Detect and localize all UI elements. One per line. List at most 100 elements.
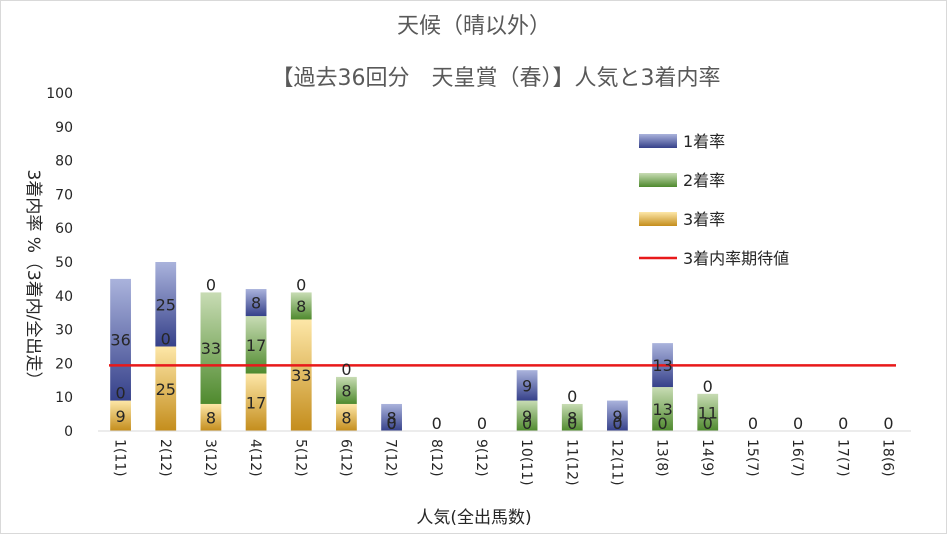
y-tick-label: 80 [55,154,73,170]
data-label: 0 [386,414,396,433]
data-label: 0 [703,414,713,433]
data-label: 25 [156,380,176,399]
bar-segment [245,316,267,374]
data-label: 17 [246,336,266,355]
legend-label: 1着率 [683,132,725,151]
y-tick-label: 10 [55,390,73,406]
data-label: 9 [115,407,125,426]
data-label: 0 [883,414,893,433]
bar-segment [516,370,538,401]
x-tick-label: 3(12) [202,439,218,477]
data-label: 0 [703,377,713,396]
data-label: 0 [612,414,622,433]
bar-segment [200,292,222,404]
data-label: 33 [201,339,221,358]
bar-segment [336,403,357,431]
y-tick-label: 70 [55,187,73,203]
data-label: 8 [567,408,577,427]
x-tick-label: 1(11) [112,439,128,477]
data-label: 0 [432,414,442,433]
x-tick-label: 13(8) [654,439,670,477]
bar-segment [290,292,312,320]
x-tick-label: 2(12) [157,439,173,477]
y-tick-label: 40 [55,289,73,305]
data-label: 0 [161,330,171,349]
data-label: 9 [612,407,622,426]
x-tick-label: 15(7) [744,439,760,477]
x-tick-label: 8(12) [428,439,444,477]
data-label: 9 [522,407,532,426]
legend-label: 3着率 [683,210,725,229]
legend-swatch [639,212,677,226]
data-label: 8 [251,294,261,313]
chart-subtitle: 【過去36回分 天皇賞（春）】人気と3着内率 [272,66,721,91]
data-label: 0 [612,414,622,433]
bar-segment [607,400,628,431]
bar-segment [200,403,222,431]
legend-label: 2着率 [683,171,725,190]
data-label: 33 [291,366,311,385]
y-tick-label: 60 [55,221,73,237]
bar-segment [652,387,673,431]
x-axis-title: 人気(全出馬数) [416,508,531,528]
data-label: 0 [657,414,667,433]
data-label: 11 [698,403,718,422]
bar-segment [245,289,267,317]
data-label: 0 [477,414,487,433]
x-tick-label: 5(12) [292,439,308,477]
legend-swatch [639,173,677,187]
legend-swatch [639,134,677,148]
data-label: 0 [567,387,577,406]
data-label: 13 [652,400,672,419]
data-label: 0 [748,414,758,433]
x-tick-label: 16(7) [789,439,805,477]
x-tick-label: 11(12) [563,439,579,486]
y-tick-label: 30 [55,323,73,339]
x-tick-label: 6(12) [337,439,353,477]
x-tick-label: 4(12) [247,439,263,477]
x-tick-label: 18(6) [879,439,895,477]
x-tick-label: 14(9) [699,439,715,477]
data-label: 9 [522,376,532,395]
data-label: 0 [341,360,351,379]
y-axis-title: 3着内率 %（3着内/全出走） [23,170,43,389]
data-label: 8 [206,408,216,427]
bar-segment [516,400,538,431]
x-tick-label: 7(12) [383,439,399,477]
bar-segment [697,393,719,431]
bar-segment [336,376,357,404]
data-label: 25 [156,295,176,314]
x-tick-label: 12(11) [608,439,624,486]
data-label: 0 [567,414,577,433]
chart-title: 天候（晴以外） [397,14,551,39]
bar-segment [155,346,177,431]
legend-label: 3着内率期待値 [683,249,789,268]
data-label: 8 [341,381,351,400]
x-tick-label: 9(12) [473,439,489,477]
data-label: 17 [246,393,266,412]
legend: 1着率 2着率 3着率 3着内率期待値 [639,132,789,268]
x-tick-label: 10(11) [518,439,534,486]
y-tick-label: 20 [55,356,73,372]
bar-segment [290,319,312,431]
data-label: 0 [296,275,306,294]
data-label: 8 [386,408,396,427]
data-label: 0 [386,414,396,433]
y-tick-label: 50 [55,255,73,271]
bar-segment [245,373,267,431]
bar-segment [110,278,131,401]
data-label: 0 [522,414,532,433]
data-label: 0 [838,414,848,433]
data-label: 13 [652,356,672,375]
bar-segment [155,262,177,347]
bar-segment [381,403,402,431]
data-label: 0 [115,384,125,403]
x-tick-label: 17(7) [834,439,850,477]
data-label: 0 [206,275,216,294]
bar-segment [561,403,583,431]
y-tick-label: 90 [55,120,73,136]
data-label: 0 [793,414,803,433]
data-label: 36 [110,331,130,350]
